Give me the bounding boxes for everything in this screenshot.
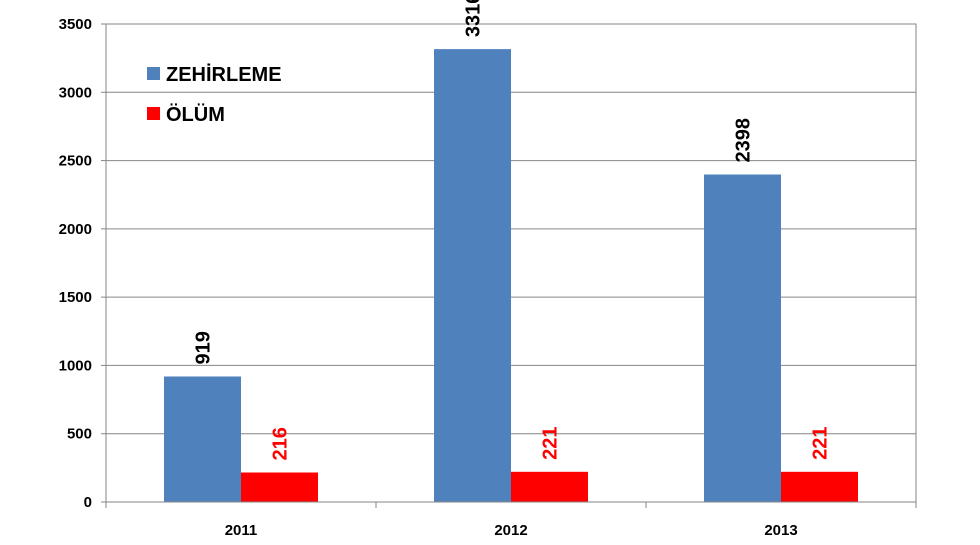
- data-label: 3316: [463, 0, 485, 37]
- y-tick-label: 1000: [59, 357, 92, 374]
- bar: [511, 471, 588, 502]
- data-label: 919: [193, 331, 215, 364]
- legend-swatch: [147, 67, 160, 80]
- x-tick-label: 2011: [225, 522, 258, 539]
- bar: [434, 49, 511, 502]
- data-label: 221: [810, 426, 832, 459]
- axes: 0 500 1000 1500 2000 2500 3000 3500 2011 2012 2013: [59, 16, 917, 539]
- bars: [164, 49, 858, 502]
- data-labels: 919 216 3316 221 2398 221: [193, 0, 832, 461]
- y-tick-label: 2000: [59, 221, 92, 238]
- legend-label: ZEHİRLEME: [166, 63, 282, 86]
- data-label: 216: [270, 427, 292, 460]
- data-label: 2398: [733, 118, 755, 163]
- bar: [781, 471, 858, 502]
- y-tick-label: 3500: [59, 16, 92, 33]
- x-tick-label: 2013: [764, 522, 797, 539]
- y-tick-label: 2500: [59, 153, 92, 170]
- y-tick-label: 500: [67, 426, 92, 443]
- y-tick-label: 0: [84, 494, 92, 511]
- y-tick-label: 3000: [59, 84, 92, 101]
- x-tick-label: 2012: [494, 522, 527, 539]
- bar: [241, 472, 318, 502]
- legend: ZEHİRLEME ÖLÜM: [147, 63, 282, 126]
- legend-label: ÖLÜM: [166, 103, 225, 126]
- bar: [704, 174, 781, 502]
- data-label: 221: [540, 426, 562, 459]
- legend-swatch: [147, 107, 160, 120]
- bar: [164, 376, 241, 502]
- y-tick-label: 1500: [59, 289, 92, 306]
